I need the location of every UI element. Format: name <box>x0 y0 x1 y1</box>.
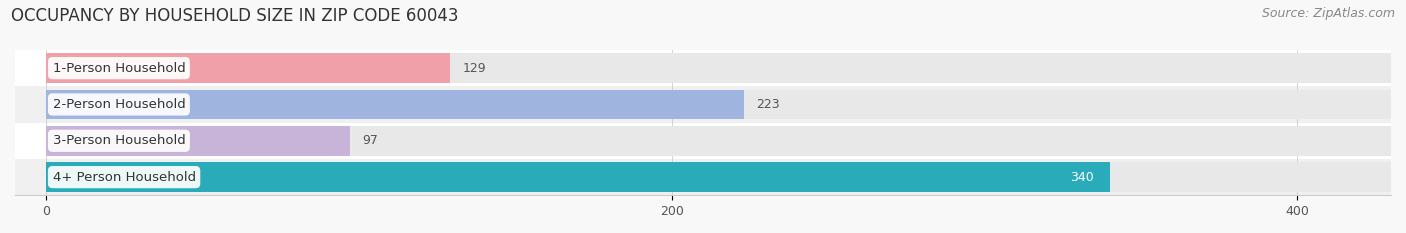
Text: 2-Person Household: 2-Person Household <box>52 98 186 111</box>
Bar <box>46 89 1391 119</box>
Bar <box>46 53 450 83</box>
Bar <box>15 86 1391 123</box>
Bar <box>46 53 1391 83</box>
Text: OCCUPANCY BY HOUSEHOLD SIZE IN ZIP CODE 60043: OCCUPANCY BY HOUSEHOLD SIZE IN ZIP CODE … <box>11 7 458 25</box>
Text: 97: 97 <box>363 134 378 147</box>
Bar <box>46 89 744 119</box>
Bar <box>15 159 1391 195</box>
Text: 1-Person Household: 1-Person Household <box>52 62 186 75</box>
Text: 3-Person Household: 3-Person Household <box>52 134 186 147</box>
Bar <box>15 50 1391 86</box>
Text: 129: 129 <box>463 62 486 75</box>
Text: 340: 340 <box>1070 171 1094 184</box>
Bar <box>46 126 1391 156</box>
Bar <box>15 123 1391 159</box>
Text: 4+ Person Household: 4+ Person Household <box>52 171 195 184</box>
Bar <box>46 162 1109 192</box>
Bar <box>46 162 1391 192</box>
Bar <box>46 126 350 156</box>
Text: Source: ZipAtlas.com: Source: ZipAtlas.com <box>1261 7 1395 20</box>
Text: 223: 223 <box>756 98 780 111</box>
